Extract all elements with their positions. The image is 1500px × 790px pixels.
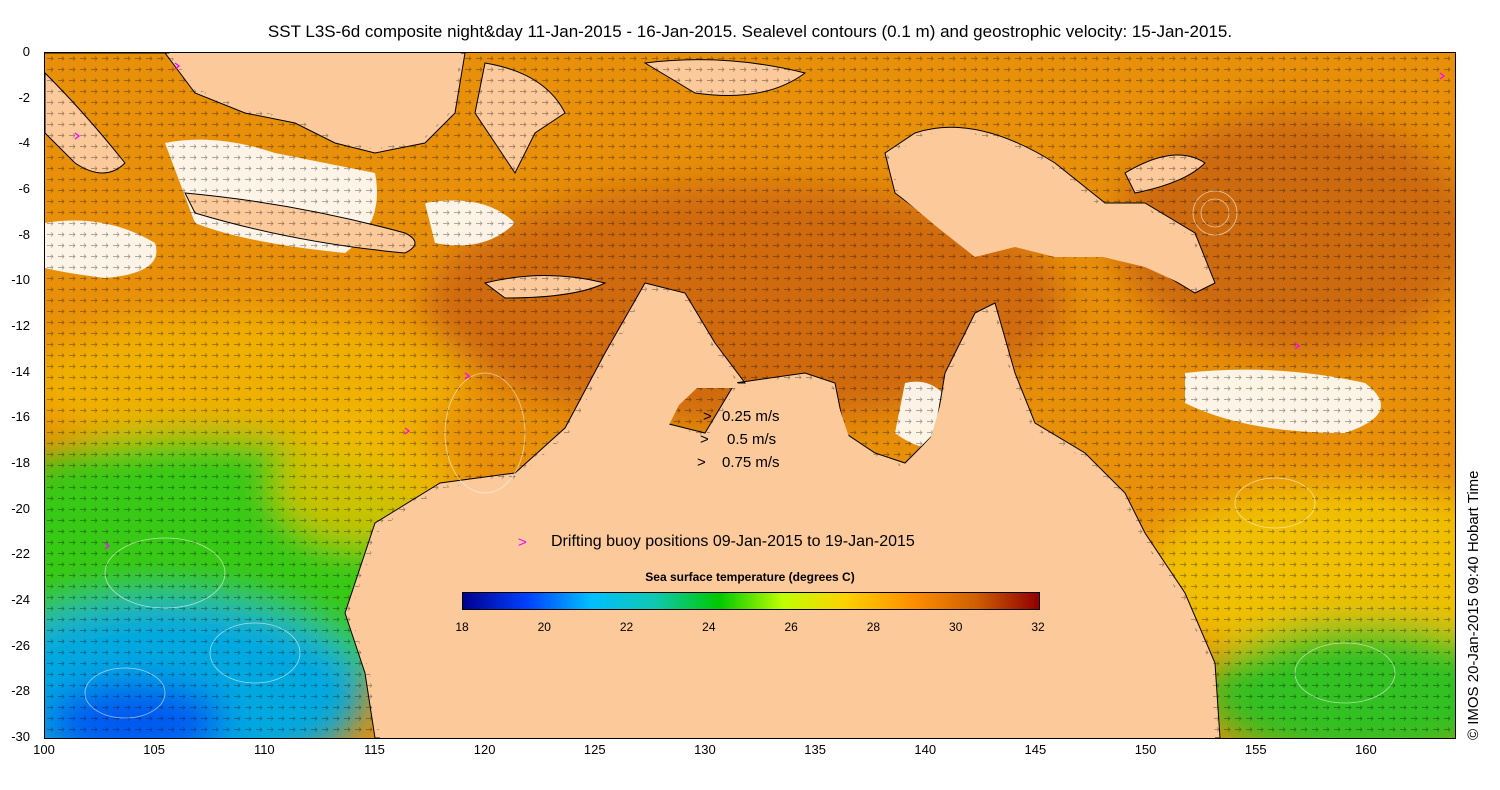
colorbar-title: Sea surface temperature (degrees C) <box>645 570 855 584</box>
y-tick-label: -18 <box>11 455 30 470</box>
x-tick-label: 160 <box>1355 742 1377 757</box>
buoy-legend-label: Drifting buoy positions 09-Jan-2015 to 1… <box>551 533 915 550</box>
y-tick-label: -6 <box>18 181 30 196</box>
velocity-legend-label-1: 0.25 m/s <box>722 408 780 425</box>
x-tick-label: 135 <box>804 742 826 757</box>
colorbar-tick-label: 26 <box>784 620 798 634</box>
x-tick-label: 145 <box>1024 742 1047 757</box>
velocity-legend-marker-3: > <box>697 454 706 471</box>
x-tick-label: 105 <box>143 742 165 757</box>
y-tick-label: -26 <box>11 637 30 653</box>
y-tick-label: -8 <box>18 226 30 242</box>
y-tick-label: -4 <box>18 135 30 151</box>
colorbar <box>462 592 1040 610</box>
colorbar-tick-label: 28 <box>866 620 881 634</box>
x-tick-label: 140 <box>914 742 937 757</box>
velocity-legend-marker-1: > <box>703 408 712 425</box>
land-mask <box>45 53 1215 738</box>
x-tick-label: 130 <box>694 742 716 757</box>
x-tick-label: 115 <box>364 742 385 757</box>
velocity-legend-label-3: 0.75 m/s <box>722 454 780 471</box>
y-tick-label: -22 <box>11 546 30 562</box>
velocity-legend-label-2: 0.5 m/s <box>727 431 777 448</box>
x-tick-label: 125 <box>583 742 606 757</box>
y-tick-label: -2 <box>18 89 30 105</box>
y-tick-label: -20 <box>11 500 30 516</box>
y-tick-label: -12 <box>11 318 30 333</box>
y-tick-label: -30 <box>11 729 30 744</box>
y-tick-label: -28 <box>11 683 30 699</box>
sst-map-canvas <box>45 53 1455 738</box>
map-title: SST L3S-6d composite night&day 11-Jan-20… <box>267 22 1233 41</box>
y-tick-label: -10 <box>11 272 30 288</box>
drifting-buoy-markers <box>74 62 1446 550</box>
colorbar-tick-label: 24 <box>702 620 716 634</box>
y-tick-label: -24 <box>11 592 30 607</box>
y-tick-label: -14 <box>11 363 30 379</box>
x-tick-label: 100 <box>33 742 55 757</box>
y-tick-label: -16 <box>11 409 30 425</box>
colorbar-tick-label: 20 <box>537 620 551 634</box>
colorbar-tick-label: 22 <box>619 620 634 634</box>
credit-line: © IMOS 20-Jan-2015 09:40 Hobart Time <box>1465 470 1482 740</box>
colorbar-tick-label: 32 <box>1031 620 1045 634</box>
colorbar-tick-label: 18 <box>455 620 469 634</box>
colorbar-tick-label: 30 <box>949 620 963 634</box>
x-tick-label: 150 <box>1134 742 1157 757</box>
sst-map <box>44 52 1456 739</box>
sea-level-contours <box>84 190 1396 719</box>
x-tick-label: 155 <box>1244 742 1267 757</box>
x-tick-label: 120 <box>473 742 496 757</box>
x-tick-label: 110 <box>253 742 275 757</box>
y-tick-label: 0 <box>22 44 30 59</box>
buoy-legend-marker: > <box>518 534 527 551</box>
velocity-legend-marker-2: > <box>700 431 709 448</box>
